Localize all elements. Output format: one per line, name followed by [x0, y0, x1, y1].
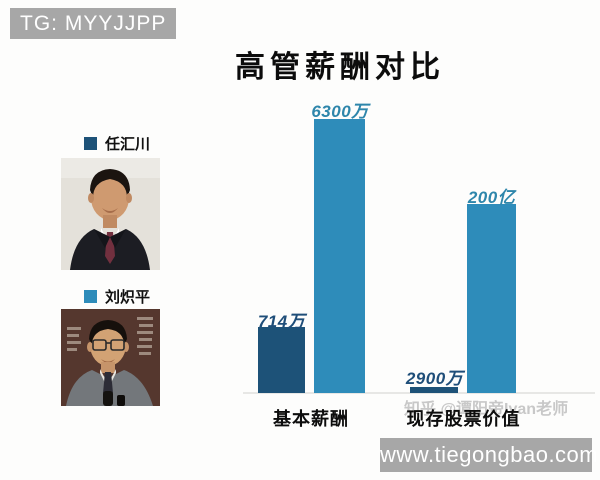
value-label-ren-stock-value: 2900万 [405, 369, 464, 388]
bar-ren-stock-value [410, 387, 458, 393]
bar-liu-basic-salary [314, 119, 365, 393]
x-axis-line [243, 392, 595, 394]
value-label-liu-basic-salary: 6300万 [311, 102, 369, 121]
category-label-stock-value: 现存股票价值 [406, 409, 521, 429]
legend-label: 刘炽平 [105, 289, 151, 306]
value-label-liu-stock-value: 200亿 [467, 188, 516, 207]
legend-item-liu-chiping: 刘炽平 [84, 286, 150, 307]
bar-ren-basic-salary [258, 327, 305, 393]
site-watermark: www.tiegongbao.com [380, 438, 598, 472]
chart-title: 高管薪酬对比 [235, 51, 445, 84]
legend-item-ren-huichuan: 任汇川 [84, 133, 150, 154]
zhihu-watermark: 知乎 @谭阳帝Ivan老师 [404, 401, 569, 418]
portrait-illustration [61, 158, 160, 270]
legend-swatch-navy [84, 137, 97, 150]
portrait-illustration [61, 309, 160, 406]
bar-liu-stock-value [467, 204, 516, 393]
legend-swatch-teal [84, 290, 97, 303]
category-label-basic-salary: 基本薪酬 [273, 409, 349, 429]
photo-ren-huichuan [61, 158, 160, 270]
photo-liu-chiping [61, 309, 160, 406]
value-label-ren-basic-salary: 714万 [257, 312, 306, 331]
tg-watermark: TG: MYYJJPP [10, 8, 177, 39]
legend-label: 任汇川 [105, 136, 151, 153]
